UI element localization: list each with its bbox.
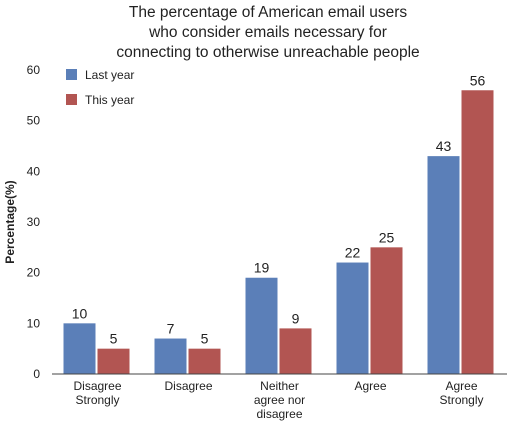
legend-swatch [66,94,77,105]
data-label: 10 [72,305,88,321]
bar [63,323,96,374]
bar [97,348,130,374]
bar [245,277,278,374]
chart-title: The percentage of American email users wh… [116,4,419,61]
chart-title-line: connecting to otherwise unreachable peop… [116,44,419,61]
y-tick-label: 30 [27,215,41,229]
bars [63,90,494,375]
data-label: 7 [167,321,175,337]
y-tick-label: 0 [33,367,40,381]
y-tick-label: 20 [27,266,41,280]
bar [427,156,460,374]
x-tick-label: Agree Strongly [439,379,483,407]
y-axis: 0 10 20 30 40 50 60 Percentage(%) [3,63,40,381]
data-label: 19 [254,260,270,276]
bar [188,348,221,374]
x-tick-label: Disagree [164,379,212,393]
bar [336,262,369,374]
x-tick-label: Agree [354,379,386,393]
x-tick-label: Neither agree nor disagree [254,379,305,421]
data-label: 5 [201,331,209,347]
bar [370,247,403,374]
legend-label: Last year [85,68,134,82]
data-label: 9 [292,310,300,326]
y-tick-label: 10 [27,316,41,330]
data-label: 56 [470,72,486,88]
data-label: 25 [379,229,395,245]
legend-label: This year [85,93,134,107]
legend-swatch [66,69,77,80]
y-tick-label: 40 [27,164,41,178]
x-axis: Disagree Strongly Disagree Neither agree nor… [52,373,507,421]
data-label: 22 [345,245,361,261]
legend: Last year This year [66,68,134,107]
y-tick-label: 50 [27,114,41,128]
data-label: 5 [110,331,118,347]
bar [279,328,312,374]
chart-title-line: who consider emails necessary for [148,24,387,41]
y-tick-label: 60 [27,63,41,77]
chart-title-line: The percentage of American email users [129,4,408,21]
data-labels: 10 5 7 5 19 9 22 25 43 56 [72,72,486,346]
bar [461,90,494,375]
y-axis-label: Percentage(%) [3,180,17,263]
data-label: 43 [436,138,452,154]
x-tick-label: Disagree Strongly [73,379,121,407]
bar [154,338,187,374]
